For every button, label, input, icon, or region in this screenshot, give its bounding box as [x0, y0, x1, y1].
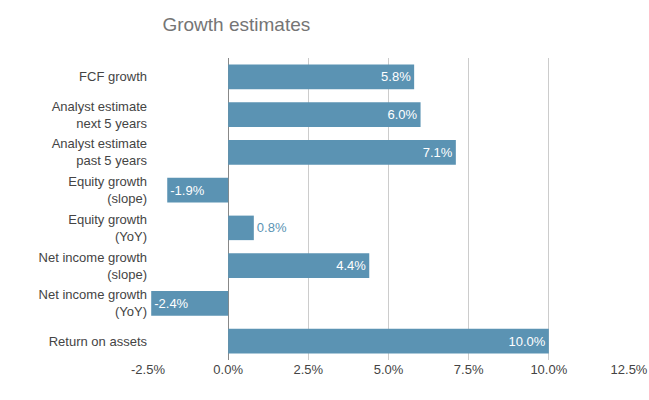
svg-text:12.5%: 12.5% — [611, 362, 648, 377]
svg-text:Net income growth(YoY): Net income growth(YoY) — [39, 287, 147, 319]
svg-text:7.5%: 7.5% — [454, 362, 484, 377]
svg-text:Net income growth(slope): Net income growth(slope) — [39, 250, 147, 282]
svg-text:10.0%: 10.0% — [509, 334, 546, 349]
svg-text:10.0%: 10.0% — [530, 362, 567, 377]
svg-text:-2.5%: -2.5% — [131, 362, 165, 377]
svg-text:FCF growth: FCF growth — [79, 69, 147, 84]
svg-text:7.1%: 7.1% — [423, 145, 453, 160]
svg-text:0.0%: 0.0% — [213, 362, 243, 377]
svg-text:Equity growth(YoY): Equity growth(YoY) — [68, 212, 147, 244]
svg-text:-1.9%: -1.9% — [170, 183, 204, 198]
svg-text:Return on assets: Return on assets — [49, 334, 148, 349]
svg-text:Analyst estimatepast 5 years: Analyst estimatepast 5 years — [52, 136, 148, 168]
svg-text:Growth estimates: Growth estimates — [162, 14, 310, 35]
svg-text:6.0%: 6.0% — [387, 107, 417, 122]
svg-text:Equity growth(slope): Equity growth(slope) — [68, 174, 147, 206]
svg-text:5.8%: 5.8% — [381, 69, 411, 84]
svg-text:2.5%: 2.5% — [294, 362, 324, 377]
svg-text:4.4%: 4.4% — [336, 258, 366, 273]
svg-text:0.8%: 0.8% — [257, 220, 287, 235]
svg-text:5.0%: 5.0% — [374, 362, 404, 377]
svg-text:Analyst estimatenext 5 years: Analyst estimatenext 5 years — [52, 99, 148, 131]
svg-text:-2.4%: -2.4% — [154, 296, 188, 311]
